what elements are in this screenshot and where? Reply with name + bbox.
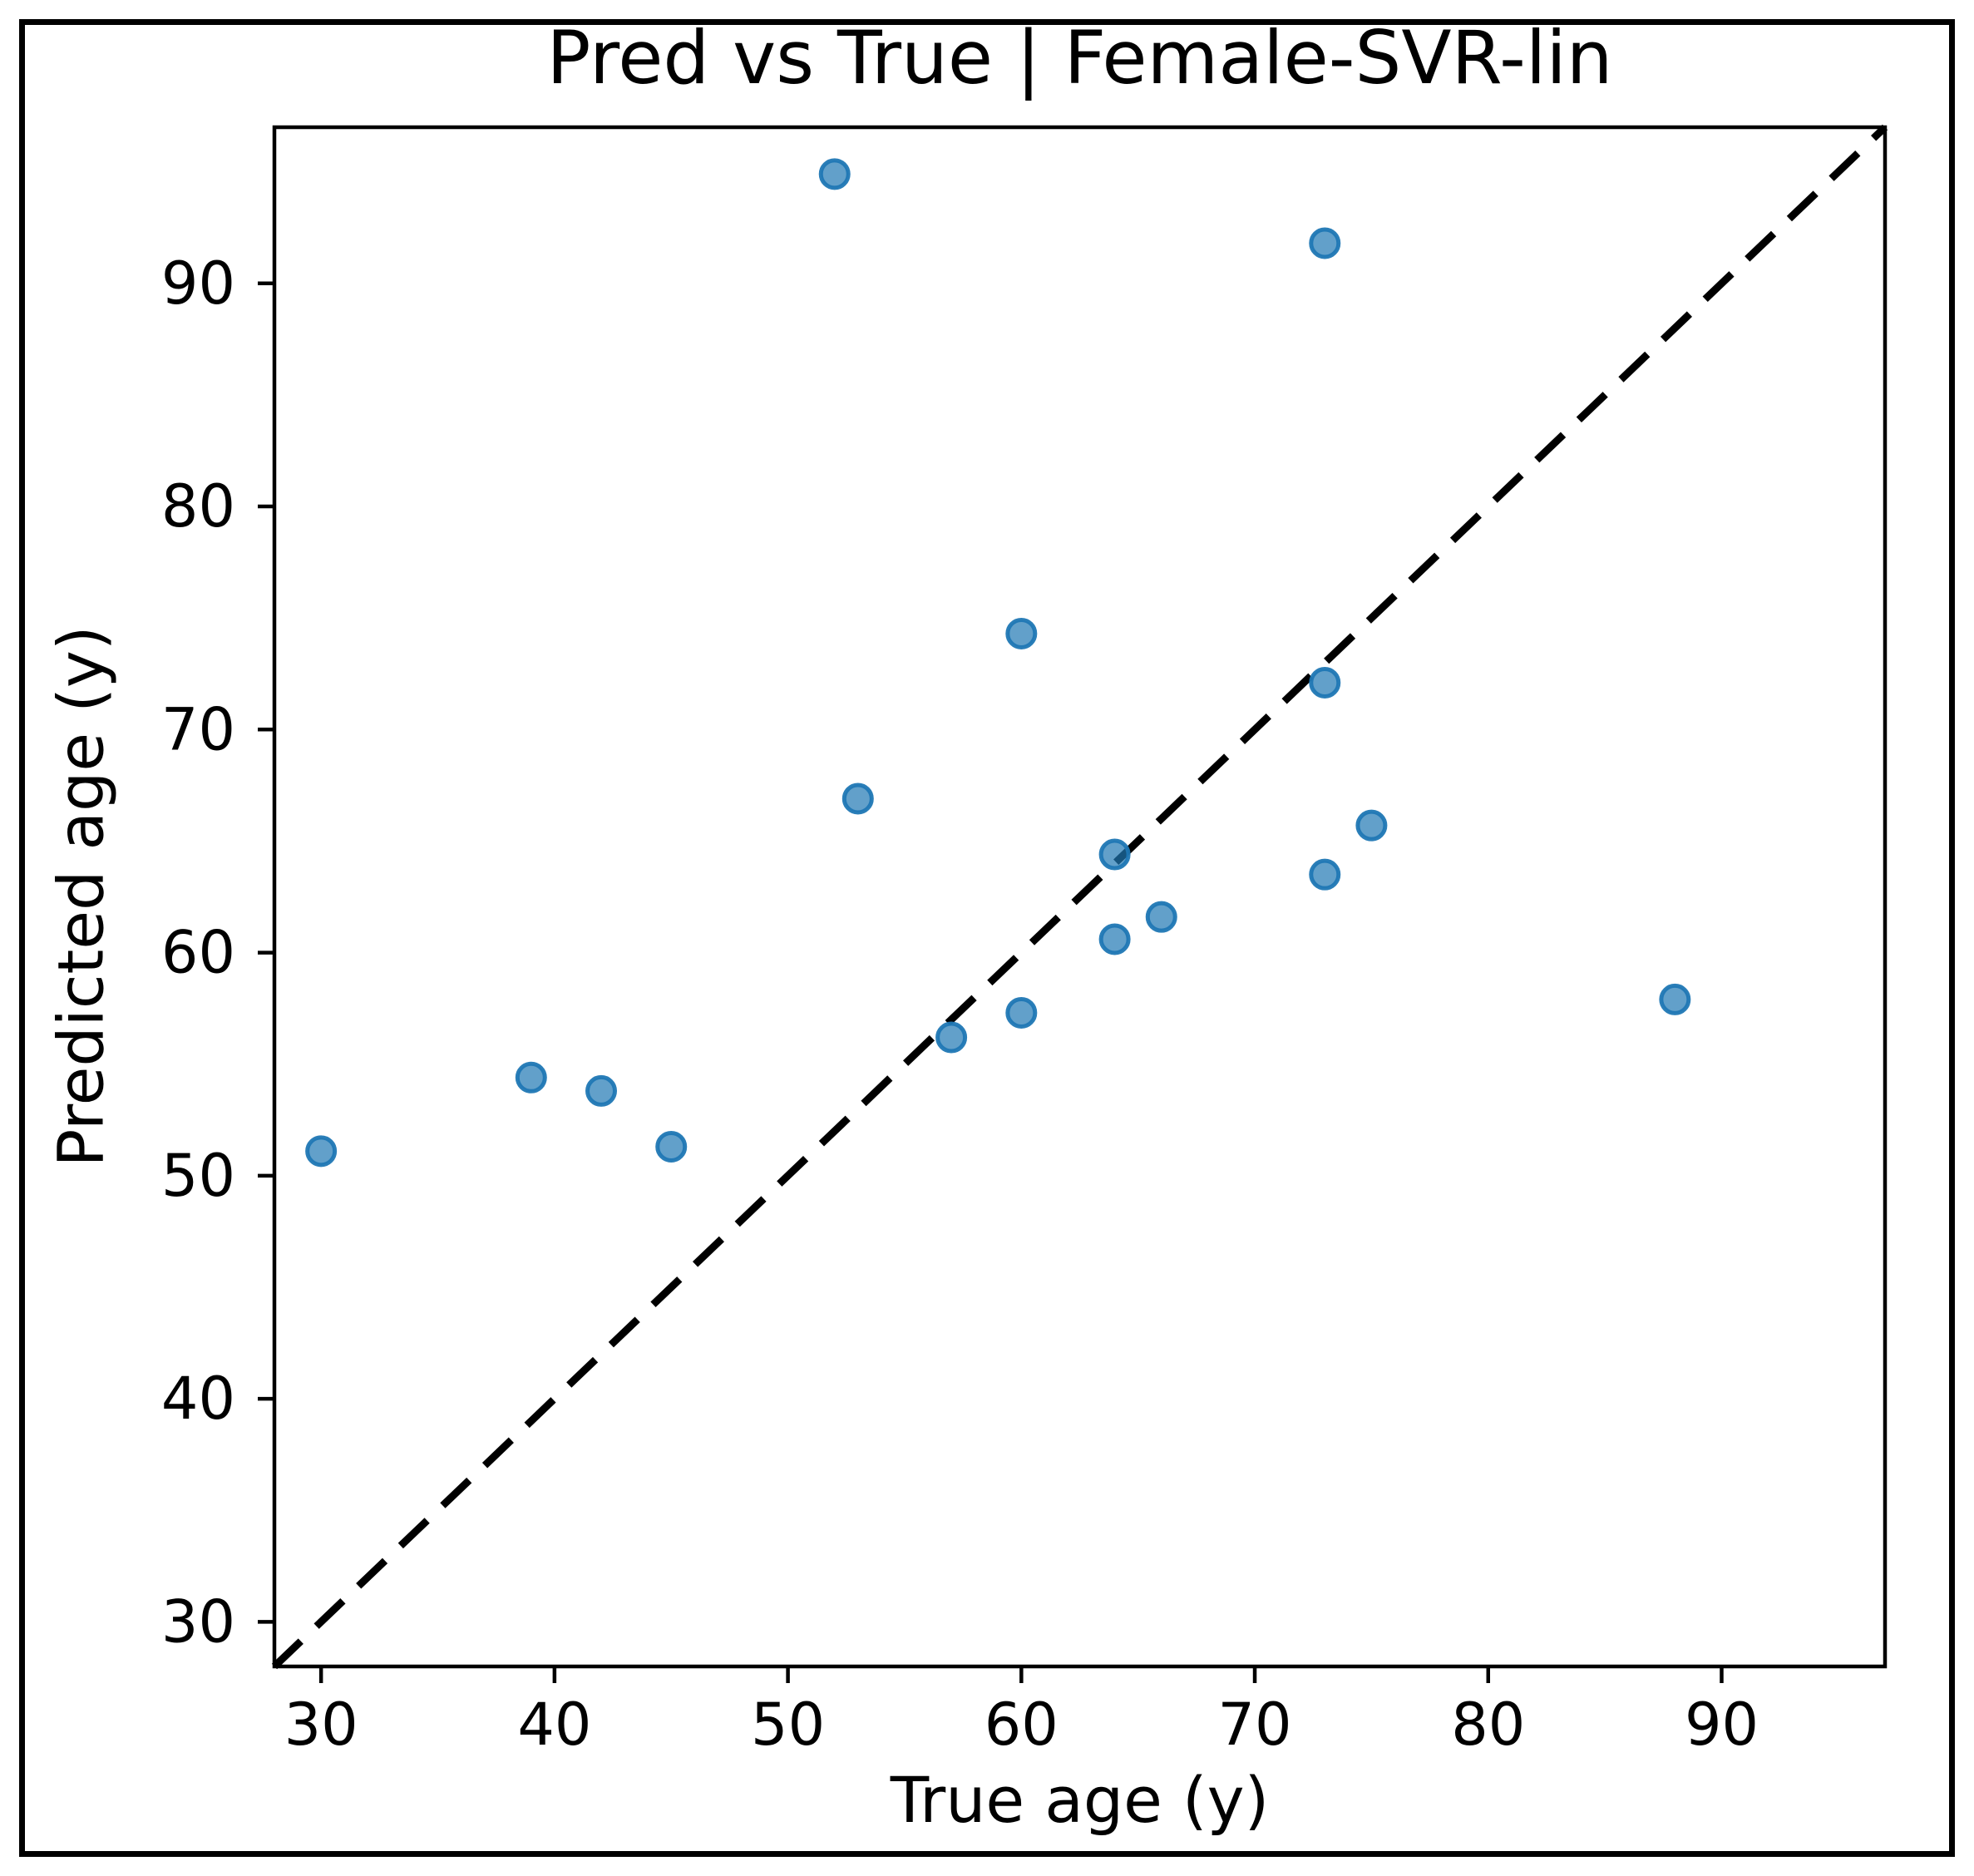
x-tick-label: 50: [751, 1691, 825, 1759]
x-tick-label: 90: [1685, 1691, 1759, 1759]
scatter-point: [655, 1130, 688, 1163]
y-tick-label: 70: [161, 695, 235, 763]
y-tick-label: 90: [161, 249, 235, 318]
scatter-point: [1309, 858, 1341, 891]
scatter-point: [935, 1021, 968, 1054]
x-axis-label: True age (y): [890, 1763, 1270, 1837]
y-tick-label: 80: [161, 472, 235, 541]
x-tick-label: 70: [1218, 1691, 1292, 1759]
scatter-point: [818, 158, 851, 190]
scatter-point: [1005, 617, 1038, 649]
scatter-point: [1355, 809, 1388, 842]
scatter-point: [841, 782, 874, 815]
scatter-point: [1005, 996, 1038, 1029]
y-tick-label: 40: [161, 1365, 235, 1433]
scatter-point: [1659, 983, 1691, 1015]
scatter-point: [1309, 227, 1341, 259]
scatter-point: [1098, 923, 1131, 955]
y-tick-label: 30: [161, 1587, 235, 1656]
x-tick-label: 40: [517, 1691, 591, 1759]
chart-title: Pred vs True | Female-SVR-lin: [546, 15, 1613, 101]
scatter-point: [1309, 666, 1341, 699]
axes-spines: [272, 125, 1888, 1669]
y-tick-label: 50: [161, 1142, 235, 1210]
y-axis-label: Predicted age (y): [43, 625, 118, 1168]
scatter-point: [585, 1074, 618, 1107]
identity-line: [271, 124, 1888, 1670]
scatter-point: [515, 1061, 547, 1094]
scatter-point: [305, 1135, 338, 1168]
y-tick-label: 60: [161, 919, 235, 987]
x-tick-label: 30: [284, 1691, 358, 1759]
scatter-point: [1145, 901, 1177, 933]
scatter-point: [1098, 838, 1131, 871]
x-tick-label: 80: [1451, 1691, 1525, 1759]
x-tick-label: 60: [985, 1691, 1059, 1759]
